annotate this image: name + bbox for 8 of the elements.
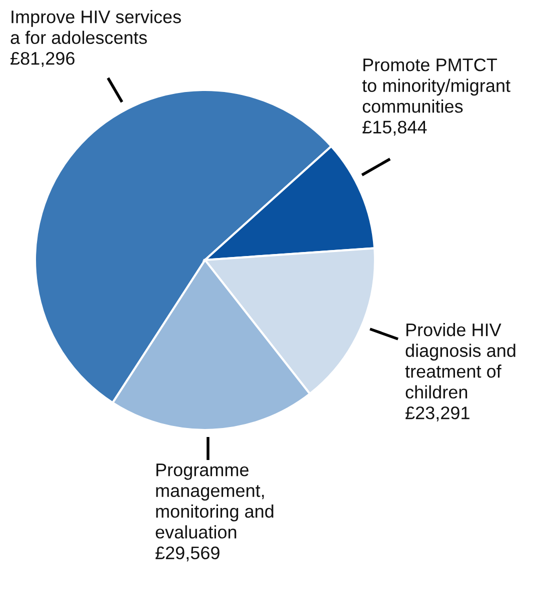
slice-label: Promote PMTCT to minority/migrant communities: [362, 58, 510, 113]
slice-label: Improve HIV services a for adolescents: [10, 10, 181, 44]
data-label: £29,569: [156, 546, 220, 562]
slice-label: Programme management, monitoring and evaluation: [156, 464, 274, 539]
data-label: £81,296: [10, 52, 74, 67]
slice-label: Provide HIV diagnosis and treatment of children: [405, 323, 516, 399]
data-label: £15,844: [362, 120, 427, 136]
data-label: £23,291: [406, 406, 470, 422]
